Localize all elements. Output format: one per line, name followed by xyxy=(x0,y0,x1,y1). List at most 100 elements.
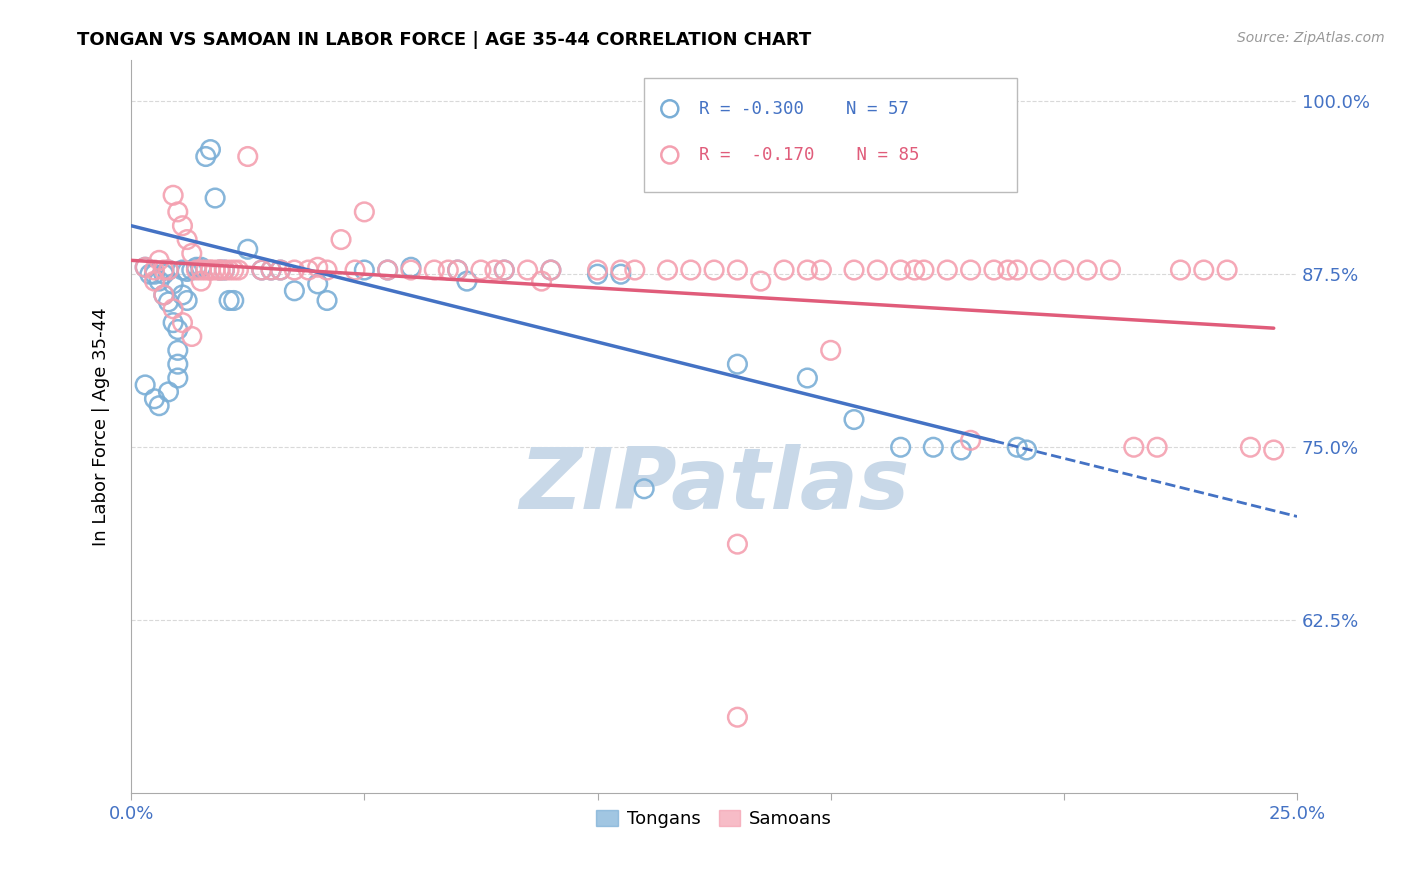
Point xyxy=(796,263,818,277)
Point xyxy=(307,260,329,275)
Point xyxy=(1216,263,1239,277)
Point xyxy=(162,277,184,291)
Point xyxy=(222,263,245,277)
Point xyxy=(633,482,655,496)
Point xyxy=(1099,263,1122,277)
Point xyxy=(1015,442,1038,457)
Text: R = -0.300    N = 57: R = -0.300 N = 57 xyxy=(699,100,908,118)
Point xyxy=(194,263,217,277)
Point xyxy=(796,371,818,385)
Point xyxy=(153,267,176,281)
Point xyxy=(260,263,283,277)
Point xyxy=(228,263,250,277)
Point xyxy=(890,440,912,454)
Point xyxy=(166,357,188,371)
Point xyxy=(1076,263,1098,277)
Point xyxy=(494,263,516,277)
Point xyxy=(162,316,184,330)
Point xyxy=(725,357,748,371)
Point xyxy=(307,277,329,291)
Point xyxy=(153,263,176,277)
Point xyxy=(200,263,222,277)
Point xyxy=(959,263,981,277)
Point xyxy=(208,263,231,277)
Point xyxy=(494,263,516,277)
Point xyxy=(725,537,748,551)
Point xyxy=(148,399,170,413)
Point xyxy=(983,263,1005,277)
Point xyxy=(180,263,202,277)
Point xyxy=(725,710,748,724)
Text: ZIPatlas: ZIPatlas xyxy=(519,443,910,526)
Point xyxy=(1192,263,1215,277)
Point xyxy=(866,263,889,277)
Point xyxy=(997,263,1019,277)
Point xyxy=(399,263,422,277)
Point xyxy=(134,260,156,275)
Point xyxy=(176,233,198,247)
Point xyxy=(530,274,553,288)
Point xyxy=(1263,442,1285,457)
Point xyxy=(143,267,166,281)
Point xyxy=(540,263,562,277)
Point xyxy=(180,246,202,260)
Point xyxy=(204,191,226,205)
Point xyxy=(134,378,156,392)
Point xyxy=(190,263,212,277)
Point xyxy=(190,274,212,288)
Point xyxy=(922,440,945,454)
Point xyxy=(148,274,170,288)
Point xyxy=(725,263,748,277)
Point xyxy=(186,263,208,277)
Point xyxy=(214,263,236,277)
Point xyxy=(936,263,959,277)
Point xyxy=(842,263,865,277)
Point xyxy=(316,263,339,277)
Point xyxy=(166,371,188,385)
Point xyxy=(330,233,353,247)
Point xyxy=(186,260,208,275)
Point xyxy=(1122,440,1144,454)
Point xyxy=(166,343,188,358)
Point xyxy=(456,274,478,288)
Point xyxy=(912,263,935,277)
Point xyxy=(703,263,725,277)
Point xyxy=(208,263,231,277)
Point xyxy=(1029,263,1052,277)
Point xyxy=(157,263,180,277)
Point xyxy=(143,274,166,288)
Point xyxy=(820,343,842,358)
Point xyxy=(1170,263,1192,277)
Point xyxy=(399,260,422,275)
Point xyxy=(222,293,245,308)
Point xyxy=(208,263,231,277)
Point xyxy=(172,288,194,302)
FancyBboxPatch shape xyxy=(644,78,1017,192)
Point xyxy=(1146,440,1168,454)
Point xyxy=(297,263,319,277)
Point xyxy=(446,263,468,277)
Point xyxy=(470,263,492,277)
Point xyxy=(157,294,180,309)
Point xyxy=(959,434,981,448)
Point xyxy=(749,274,772,288)
Point xyxy=(176,264,198,278)
Point xyxy=(214,263,236,277)
Point xyxy=(172,316,194,330)
Point xyxy=(162,188,184,202)
Point xyxy=(657,263,679,277)
Point xyxy=(190,260,212,275)
Point xyxy=(890,263,912,277)
Point xyxy=(148,253,170,268)
Point xyxy=(166,205,188,219)
Point xyxy=(204,263,226,277)
Point xyxy=(377,263,399,277)
Point xyxy=(610,267,633,281)
Point xyxy=(484,263,506,277)
Point xyxy=(180,329,202,343)
Point xyxy=(134,260,156,275)
Point xyxy=(172,219,194,233)
Point xyxy=(1053,263,1076,277)
Point xyxy=(200,143,222,157)
Point xyxy=(172,263,194,277)
